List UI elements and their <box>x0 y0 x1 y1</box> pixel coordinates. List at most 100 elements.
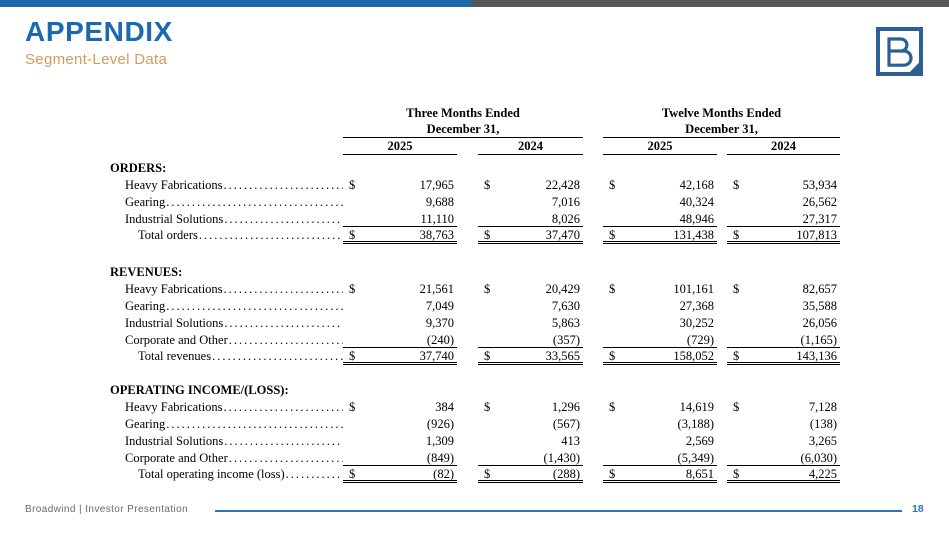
cell-value: 7,049 <box>425 298 454 313</box>
section-title: ORDERS: <box>110 161 167 175</box>
value-cell: 40,324 <box>603 194 717 211</box>
table-row: Heavy Fabrications......................… <box>110 399 842 416</box>
cell-value: 37,740 <box>419 349 454 364</box>
period-title: Twelve Months Ended <box>661 106 782 120</box>
dollar-sign: $ <box>609 400 616 415</box>
year-column-header: 2024 <box>478 139 583 155</box>
value-cell: $4,225 <box>727 466 840 484</box>
cell-value: 7,630 <box>551 298 580 313</box>
table-section: OPERATING INCOME/(LOSS): Heavy Fabricatio… <box>110 382 842 484</box>
value-cell: 27,368 <box>603 298 717 315</box>
cell-value: 7,128 <box>808 400 837 415</box>
cell-value: 37,470 <box>545 228 580 243</box>
section-title: REVENUES: <box>110 265 183 280</box>
page-subtitle: Segment-Level Data <box>25 51 168 68</box>
footer-brand-text: Broadwind | Investor Presentation <box>25 504 189 515</box>
dollar-sign: $ <box>609 178 616 192</box>
row-label-cell: Industrial Solutions....................… <box>110 211 343 228</box>
dollar-sign: $ <box>349 400 356 415</box>
header-label-spacer <box>110 106 343 155</box>
value-cell: $384 <box>343 399 457 416</box>
cell-value: 42,168 <box>679 178 714 192</box>
dollar-sign: $ <box>484 349 491 364</box>
table-section: REVENUES: Heavy Fabrications.............… <box>110 264 842 366</box>
value-cell: (5,349) <box>603 450 717 467</box>
dollar-sign: $ <box>349 178 356 192</box>
top-bar-gray-segment <box>471 0 949 7</box>
cell-value: 48,946 <box>679 211 714 226</box>
table-total-row: Total revenues..........................… <box>110 348 842 366</box>
cell-value: 143,136 <box>796 349 837 364</box>
dollar-sign: $ <box>733 400 740 415</box>
table-sections: ORDERS: Heavy Fabrications...............… <box>110 160 842 484</box>
row-label-cell: Heavy Fabrications......................… <box>110 399 343 416</box>
table-row: Heavy Fabrications......................… <box>110 177 842 194</box>
table-row: Gearing.................................… <box>110 416 842 433</box>
row-label: Total orders <box>138 228 198 243</box>
row-label-cell: Industrial Solutions....................… <box>110 433 343 450</box>
year-columns: 2025 2024 <box>603 139 840 155</box>
value-cell: (729) <box>603 332 717 349</box>
value-cell: (357) <box>478 332 583 349</box>
dot-leader: ........................................… <box>212 349 343 364</box>
cell-value: 11,110 <box>420 211 454 226</box>
value-cell: $ (288) <box>478 466 583 484</box>
value-cell: 5,863 <box>478 315 583 332</box>
value-cell: (567) <box>478 416 583 433</box>
cell-value: 9,688 <box>425 194 454 209</box>
value-cell: 30,252 <box>603 315 717 332</box>
row-label-cell: Heavy Fabrications......................… <box>110 281 343 298</box>
top-accent-bar <box>0 0 949 7</box>
dollar-sign: $ <box>609 467 616 482</box>
cell-value: 8,026 <box>551 211 580 226</box>
row-label: Total operating income (loss) <box>138 467 285 482</box>
year-column-header: 2025 <box>343 139 457 155</box>
cell-value: 40,324 <box>679 194 714 209</box>
period-group-three-months: Three Months Ended December 31, 2025 202… <box>343 106 583 155</box>
period-date: December 31, <box>343 121 583 138</box>
cell-value: 1,296 <box>551 400 580 415</box>
table-row: Industrial Solutions....................… <box>110 211 842 228</box>
cell-value: (240) <box>426 332 454 347</box>
value-cell: $33,565 <box>478 348 583 366</box>
cell-value: (3,188) <box>677 416 714 431</box>
dollar-sign: $ <box>733 282 740 297</box>
dollar-sign: $ <box>349 228 356 243</box>
row-label: Gearing <box>125 194 166 209</box>
value-cell: 9,370 <box>343 315 457 332</box>
period-group-twelve-months: Twelve Months Ended December 31, 2025 20… <box>603 106 840 155</box>
row-label: Heavy Fabrications <box>125 178 223 192</box>
row-label-cell: Industrial Solutions....................… <box>110 315 343 332</box>
table-row: Heavy Fabrications......................… <box>110 281 842 298</box>
cell-value: (567) <box>552 416 580 431</box>
cell-value: 5,863 <box>551 315 580 330</box>
row-label: Industrial Solutions <box>125 315 224 330</box>
value-cell: (1,165) <box>727 332 840 349</box>
value-cell: $37,740 <box>343 348 457 366</box>
cell-value: 27,368 <box>679 298 714 313</box>
table-section: ORDERS: Heavy Fabrications...............… <box>110 160 842 245</box>
page-title: APPENDIX <box>25 16 173 47</box>
cell-value: 2,569 <box>685 433 714 448</box>
dot-leader: ........................................… <box>285 467 343 482</box>
cell-value: 22,428 <box>545 178 580 192</box>
value-cell: 3,265 <box>727 433 840 450</box>
table-total-row: Total orders............................… <box>110 227 842 245</box>
value-cell: 9,688 <box>343 194 457 211</box>
cell-value: (849) <box>426 450 454 465</box>
cell-value: 26,056 <box>802 315 837 330</box>
value-cell: 2,569 <box>603 433 717 450</box>
cell-value: 30,252 <box>679 315 714 330</box>
cell-value: 413 <box>561 433 580 448</box>
page-number: 18 <box>912 503 924 515</box>
value-cell: $53,934 <box>727 177 840 194</box>
cell-value: (1,165) <box>800 332 837 347</box>
row-label: Industrial Solutions <box>125 433 224 448</box>
value-cell: $37,470 <box>478 227 583 245</box>
value-cell: $21,561 <box>343 281 457 298</box>
value-cell: $7,128 <box>727 399 840 416</box>
cell-value: 21,561 <box>419 282 454 297</box>
cell-value: (1,430) <box>543 450 580 465</box>
cell-value: 82,657 <box>802 282 837 297</box>
